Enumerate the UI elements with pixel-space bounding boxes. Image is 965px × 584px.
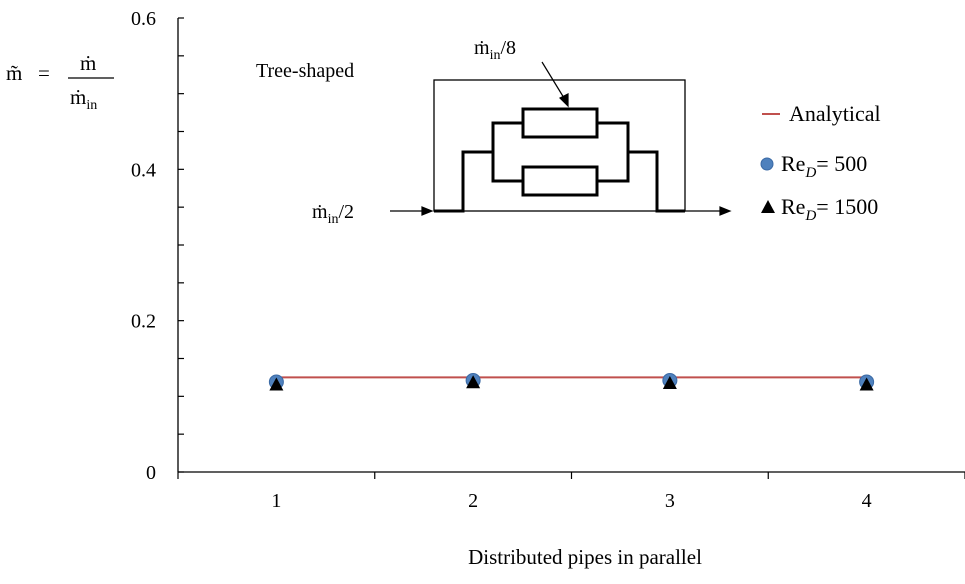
point-re1500 <box>466 375 481 389</box>
inset-arrow-in-head <box>421 206 434 216</box>
y-tick-label: 0 <box>146 462 156 484</box>
x-tick-label: 2 <box>468 490 478 512</box>
inset-pipe-network <box>434 107 685 213</box>
y-tick-label: 0.2 <box>131 311 156 333</box>
legend-re1500-base: Re <box>781 194 805 219</box>
y-label-den-sub: in <box>86 98 97 113</box>
series-layer <box>268 372 875 391</box>
legend-re500-swatch <box>760 157 774 171</box>
point-re1500 <box>859 377 874 391</box>
legend-re1500-sub: D <box>804 208 816 224</box>
y-axis-label: m̃ = ṁ ṁin <box>6 51 114 113</box>
x-axis-title: Distributed pipes in parallel <box>468 545 702 569</box>
legend-re500-base: Re <box>781 151 805 176</box>
inset-title: Tree-shaped <box>256 60 354 82</box>
inset-pipe-lower <box>491 152 630 197</box>
inset-arrow-out-head <box>719 206 732 216</box>
legend-re500-label: ReD= 500 <box>781 151 867 181</box>
y-label-den-base: ṁ <box>70 85 86 109</box>
inset-left-label-sub: in <box>328 212 339 227</box>
legend: Analytical ReD= 500 ReD= 1500 <box>760 101 881 224</box>
axes: 0 0.2 0.4 0.6 1 2 3 4 <box>131 8 965 512</box>
inset-left-label-tail: /2 <box>338 201 354 223</box>
point-re1500 <box>269 377 284 391</box>
inset-left-label-base: ṁ <box>312 201 328 223</box>
y-tick-label: 0.6 <box>131 8 156 30</box>
y-label-lhs: m̃ <box>6 61 22 85</box>
inset-arrows <box>390 61 732 216</box>
x-tick-label: 4 <box>862 490 872 512</box>
legend-re1500-swatch <box>761 200 775 213</box>
y-tick-label: 0.4 <box>131 159 156 181</box>
inset-top-label-base: ṁ <box>474 37 490 59</box>
inset-diagram: Tree-shaped ṁin/8 ṁin/2 <box>256 37 732 227</box>
legend-re500-sub: D <box>804 165 816 181</box>
inset-top-label-tail: /8 <box>500 37 516 59</box>
y-label-equals: = <box>38 61 50 85</box>
inset-left-label: ṁin/2 <box>312 201 354 227</box>
legend-re1500-label: ReD= 1500 <box>781 194 878 224</box>
inset-arrow-top-head <box>558 93 569 108</box>
legend-re1500-tail: = 1500 <box>816 194 878 219</box>
inset-arrow-top-shaft <box>541 61 565 99</box>
point-re1500 <box>662 375 677 389</box>
legend-analytical-label: Analytical <box>789 101 881 126</box>
inset-frame <box>433 79 686 212</box>
y-label-numerator: ṁ <box>80 51 96 75</box>
inset-pipe-upper <box>434 107 685 213</box>
legend-analytical-base: Analytical <box>789 101 881 126</box>
x-tick-label: 1 <box>271 490 281 512</box>
y-label-denominator: ṁin <box>70 85 97 113</box>
inset-top-label-sub: in <box>490 48 501 63</box>
legend-re500-tail: = 500 <box>816 151 867 176</box>
inset-top-label: ṁin/8 <box>474 37 516 63</box>
x-tick-label: 3 <box>665 490 675 512</box>
